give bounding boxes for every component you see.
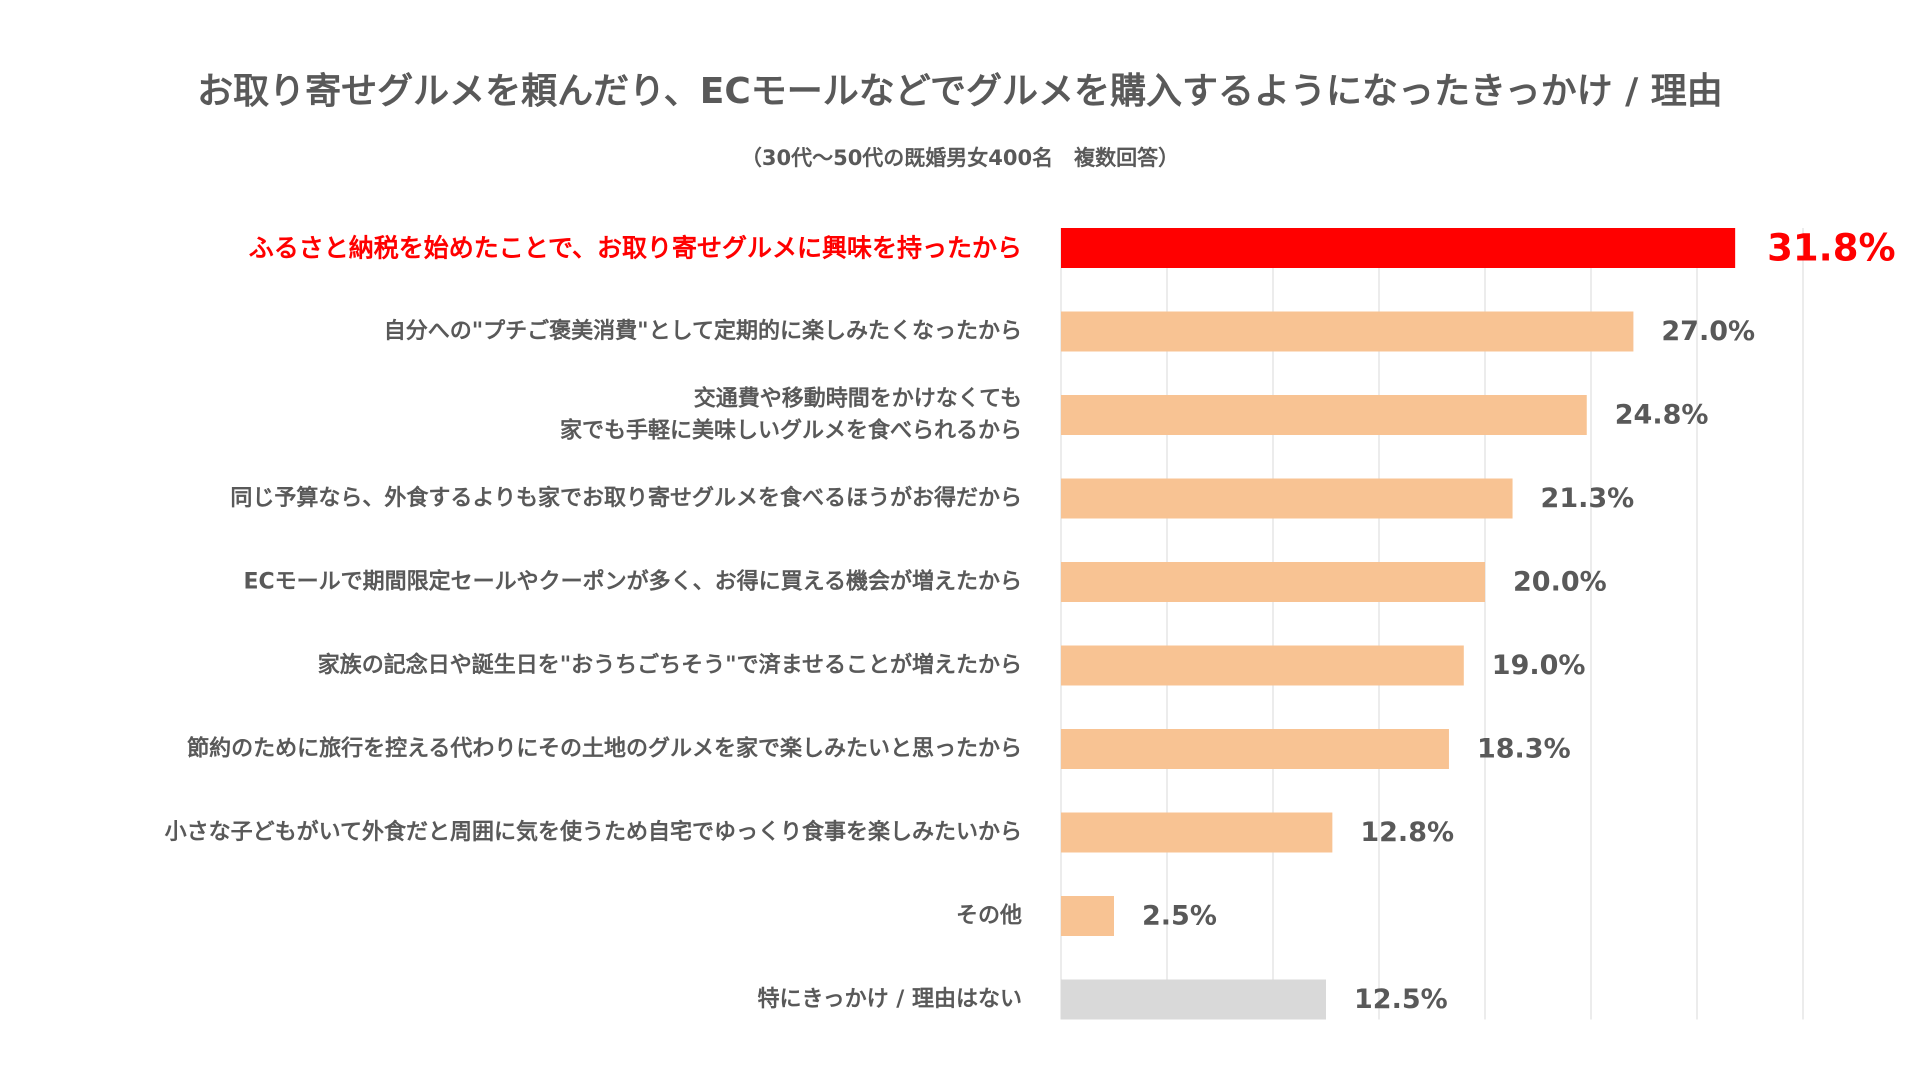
- value-label: 21.3%: [1541, 483, 1635, 514]
- value-label: 2.5%: [1142, 901, 1217, 932]
- category-label: 節約のために旅行を控える代わりにその土地のグルメを家で楽しみたいと思ったから: [187, 736, 1022, 762]
- category-label: ECモールで期間限定セールやクーポンが多く、お得に買える機会が増えたから: [243, 569, 1022, 595]
- value-label: 24.8%: [1615, 400, 1709, 431]
- chart-subtitle: （30代〜50代の既婚男女400名 複数回答）: [740, 146, 1180, 170]
- bar: [1061, 478, 1513, 519]
- bar: [1061, 645, 1464, 686]
- category-label: 自分への"プチご褒美消費"として定期的に楽しみたくなったから: [384, 318, 1022, 344]
- bar: [1061, 311, 1634, 352]
- value-label: 20.0%: [1513, 567, 1607, 598]
- bar: [1061, 812, 1333, 853]
- bar: [1061, 228, 1736, 268]
- category-label: ふるさと納税を始めたことで、お取り寄せグルメに興味を持ったから: [249, 234, 1022, 263]
- value-label: 31.8%: [1767, 227, 1895, 270]
- bar: [1061, 729, 1449, 769]
- category-label: 家族の記念日や誕生日を"おうちごちそう"で済ませることが増えたから: [318, 652, 1022, 678]
- value-label: 12.5%: [1354, 984, 1448, 1015]
- category-label: 特にきっかけ / 理由はない: [758, 986, 1022, 1012]
- category-label: 家でも手軽に美味しいグルメを食べられるから: [560, 418, 1022, 444]
- value-label: 19.0%: [1492, 650, 1586, 681]
- category-label: 小さな子どもがいて外食だと周囲に気を使うため自宅でゆっくり食事を楽しみたいから: [165, 819, 1022, 845]
- category-label: 交通費や移動時間をかけなくても: [694, 386, 1022, 412]
- value-label: 27.0%: [1661, 316, 1755, 347]
- value-label: 18.3%: [1477, 734, 1571, 765]
- category-label: その他: [956, 904, 1022, 929]
- bar: [1061, 562, 1485, 602]
- bar: [1061, 979, 1326, 1020]
- category-label: 同じ予算なら、外食するよりも家でお取り寄せグルメを食べるほうがお得だから: [230, 485, 1022, 511]
- bar: [1061, 896, 1114, 936]
- bar: [1061, 395, 1587, 435]
- chart-title: お取り寄せグルメを頼んだり、ECモールなどでグルメを購入するようになったきっかけ…: [197, 71, 1723, 112]
- value-label: 12.8%: [1360, 817, 1454, 848]
